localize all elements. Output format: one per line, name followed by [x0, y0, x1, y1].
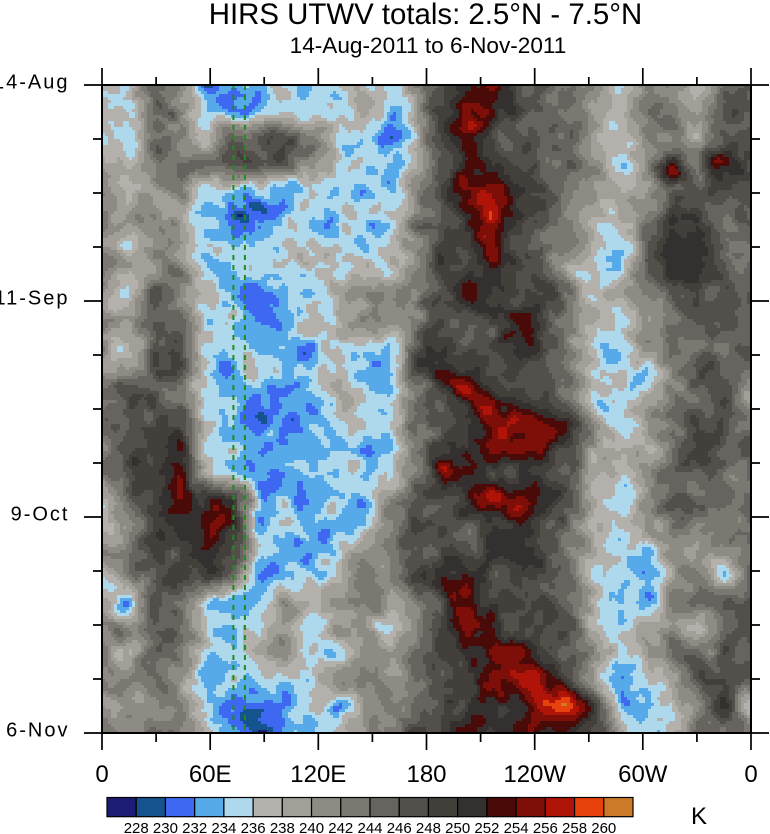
svg-text:240: 240: [299, 820, 324, 834]
svg-text:234: 234: [211, 820, 236, 834]
svg-text:256: 256: [533, 820, 558, 834]
svg-text:250: 250: [445, 820, 470, 834]
svg-text:120W: 120W: [503, 761, 566, 788]
svg-text:11-Sep: 11-Sep: [0, 288, 70, 310]
svg-text:238: 238: [270, 820, 295, 834]
svg-text:252: 252: [474, 820, 499, 834]
svg-text:6-Nov: 6-Nov: [6, 720, 69, 742]
svg-text:230: 230: [153, 820, 178, 834]
svg-text:246: 246: [387, 820, 412, 834]
svg-text:228: 228: [124, 820, 149, 834]
svg-text:254: 254: [504, 820, 529, 834]
svg-text:242: 242: [328, 820, 353, 834]
svg-text:236: 236: [241, 820, 266, 834]
svg-text:180: 180: [406, 761, 446, 788]
svg-text:258: 258: [562, 820, 587, 834]
svg-text:14-Aug: 14-Aug: [0, 72, 70, 94]
svg-text:120E: 120E: [290, 761, 346, 788]
svg-text:244: 244: [357, 820, 382, 834]
svg-text:14-Aug-2011 to 6-Nov-2011: 14-Aug-2011 to 6-Nov-2011: [290, 33, 567, 58]
svg-text:260: 260: [591, 820, 616, 834]
svg-text:0: 0: [95, 761, 108, 788]
svg-text:60W: 60W: [618, 761, 668, 788]
svg-text:HIRS UTWV totals: 2.5°N - 7.5°: HIRS UTWV totals: 2.5°N - 7.5°N: [209, 0, 642, 31]
svg-text:K: K: [691, 803, 707, 830]
svg-text:60E: 60E: [189, 761, 232, 788]
svg-text:9-Oct: 9-Oct: [11, 504, 70, 526]
svg-text:232: 232: [182, 820, 207, 834]
svg-text:0: 0: [744, 761, 757, 788]
svg-text:248: 248: [416, 820, 441, 834]
